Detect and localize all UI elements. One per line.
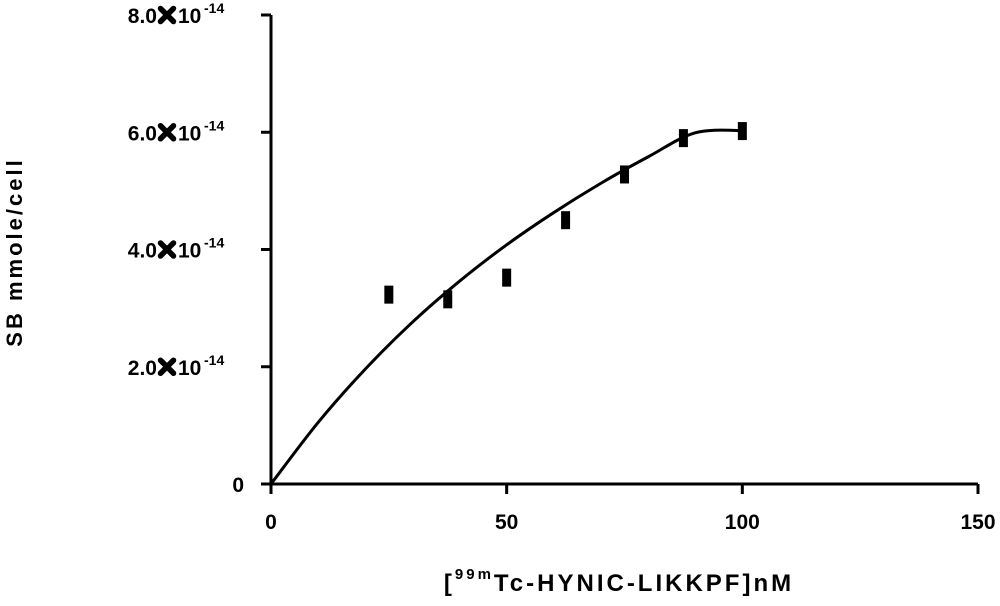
y-tick-label-mantissa: 6.0 xyxy=(128,122,157,145)
x-axis-title-text: Tc-HYNIC-LIKKPF]nM xyxy=(494,570,794,597)
y-tick-label-base: 10 xyxy=(178,5,201,28)
y-tick-label-base: 10 xyxy=(178,240,201,263)
y-tick-label-base: 10 xyxy=(178,357,201,380)
x-axis-title-bracket: [ xyxy=(444,570,455,597)
data-point xyxy=(737,122,747,141)
times-icon xyxy=(157,5,177,25)
x-axis-title-superscript: 99m xyxy=(455,566,494,583)
y-axis-title: SB mmole/cell xyxy=(2,157,27,346)
y-tick-label-exponent: -14 xyxy=(204,235,224,251)
data-point xyxy=(561,211,571,230)
y-tick-label-mantissa: 8.0 xyxy=(128,5,157,28)
x-ticks: 0 50 100 150 xyxy=(265,484,996,534)
fit-curve xyxy=(269,128,743,485)
data-point xyxy=(384,285,394,304)
x-tick-label: 150 xyxy=(960,511,995,534)
y-tick-label: 0 xyxy=(232,474,244,497)
x-axis-title: [99mTc-HYNIC-LIKKPF]nM xyxy=(444,566,794,597)
y-tick-label-exponent: -14 xyxy=(204,352,224,368)
data-point xyxy=(678,129,688,148)
y-tick-label-exponent: -14 xyxy=(204,117,224,133)
y-tick-label-exponent: -14 xyxy=(204,0,224,16)
times-icon xyxy=(157,123,177,142)
y-tick-label-mantissa: 2.0 xyxy=(128,357,157,380)
data-point xyxy=(502,268,512,287)
x-tick-label: 0 xyxy=(265,511,277,534)
data-point xyxy=(620,165,629,184)
times-icon xyxy=(157,357,177,376)
y-tick-label-mantissa: 4.0 xyxy=(128,240,157,263)
y-tick-label-base: 10 xyxy=(178,122,201,145)
x-tick-label: 50 xyxy=(495,511,518,534)
data-points xyxy=(384,122,747,309)
y-ticks: 02.0 10 -144.0 10 -146.0 10 -148.0 10 -14 xyxy=(128,0,271,497)
times-icon xyxy=(157,240,177,259)
x-tick-label: 100 xyxy=(725,511,760,534)
data-point xyxy=(443,290,453,309)
